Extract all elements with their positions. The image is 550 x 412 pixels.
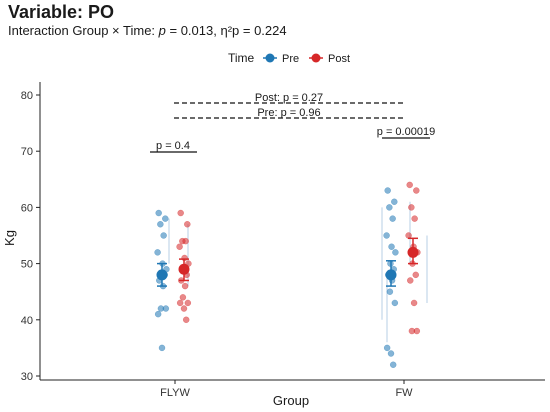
data-point bbox=[410, 299, 418, 307]
data-point bbox=[413, 187, 420, 194]
x-tick-label: FLYW bbox=[160, 387, 190, 399]
data-point bbox=[184, 299, 192, 307]
data-point bbox=[406, 181, 413, 189]
data-point bbox=[386, 288, 394, 295]
data-point bbox=[176, 299, 184, 307]
data-point bbox=[184, 221, 191, 228]
data-point bbox=[180, 305, 188, 312]
mean-marker bbox=[178, 263, 190, 275]
legend-label: Pre bbox=[282, 53, 299, 65]
subtitle-prefix: Interaction Group × Time: bbox=[8, 23, 159, 38]
data-point bbox=[407, 277, 414, 284]
data-point bbox=[384, 187, 391, 194]
data-point bbox=[388, 243, 395, 250]
y-tick-label: 30 bbox=[21, 371, 33, 383]
y-tick-label: 60 bbox=[21, 202, 33, 214]
data-point bbox=[154, 310, 162, 318]
data-point bbox=[387, 350, 395, 357]
x-axis-title: Group bbox=[273, 393, 309, 408]
legend-key-marker bbox=[311, 53, 321, 63]
subtitle-p-value: = 0.013, η²p = 0.224 bbox=[165, 23, 287, 38]
annotation-post-p: Post: p = 0.27 bbox=[255, 92, 323, 104]
data-point bbox=[160, 232, 167, 239]
data-point bbox=[408, 204, 415, 211]
data-point bbox=[177, 209, 184, 217]
data-point bbox=[383, 344, 391, 352]
data-point bbox=[386, 204, 393, 211]
mean-marker bbox=[385, 269, 397, 281]
data-point bbox=[182, 316, 190, 324]
chart-subtitle: Interaction Group × Time: p = 0.013, η²p… bbox=[8, 23, 287, 38]
data-point bbox=[162, 215, 169, 222]
subtitle-p-symbol: p bbox=[158, 23, 166, 38]
y-tick-label: 70 bbox=[21, 146, 33, 158]
data-point bbox=[391, 198, 398, 206]
data-point bbox=[154, 249, 161, 256]
data-point bbox=[181, 282, 189, 290]
mean-marker bbox=[407, 246, 419, 258]
y-axis-title: Kg bbox=[2, 230, 17, 246]
data-point bbox=[411, 215, 418, 222]
annotation-fw-p: p = 0.00019 bbox=[377, 126, 435, 138]
annotation-flyw-p: p = 0.4 bbox=[156, 140, 190, 152]
data-point bbox=[176, 243, 183, 250]
annotation-pre-p: Pre: p = 0.96 bbox=[257, 107, 320, 119]
data-point bbox=[389, 215, 396, 222]
legend-key-marker bbox=[265, 53, 275, 63]
mean-marker bbox=[156, 269, 168, 281]
legend-title: Time bbox=[228, 51, 255, 65]
data-point bbox=[413, 327, 421, 335]
data-point bbox=[391, 299, 399, 307]
data-point bbox=[158, 344, 166, 352]
x-tick-label: FW bbox=[395, 387, 413, 399]
y-tick-label: 50 bbox=[21, 259, 33, 271]
data-point bbox=[179, 294, 187, 301]
data-point bbox=[383, 232, 390, 239]
y-tick-label: 40 bbox=[21, 315, 33, 327]
data-point bbox=[155, 209, 162, 217]
data-point bbox=[157, 221, 164, 228]
data-point bbox=[182, 237, 189, 245]
data-point bbox=[412, 271, 419, 279]
data-point bbox=[162, 305, 170, 312]
legend-label: Post bbox=[328, 53, 350, 65]
chart-title: Variable: PO bbox=[8, 2, 115, 22]
y-tick-label: 80 bbox=[21, 90, 33, 102]
data-point bbox=[389, 361, 397, 369]
data-point bbox=[392, 249, 399, 256]
